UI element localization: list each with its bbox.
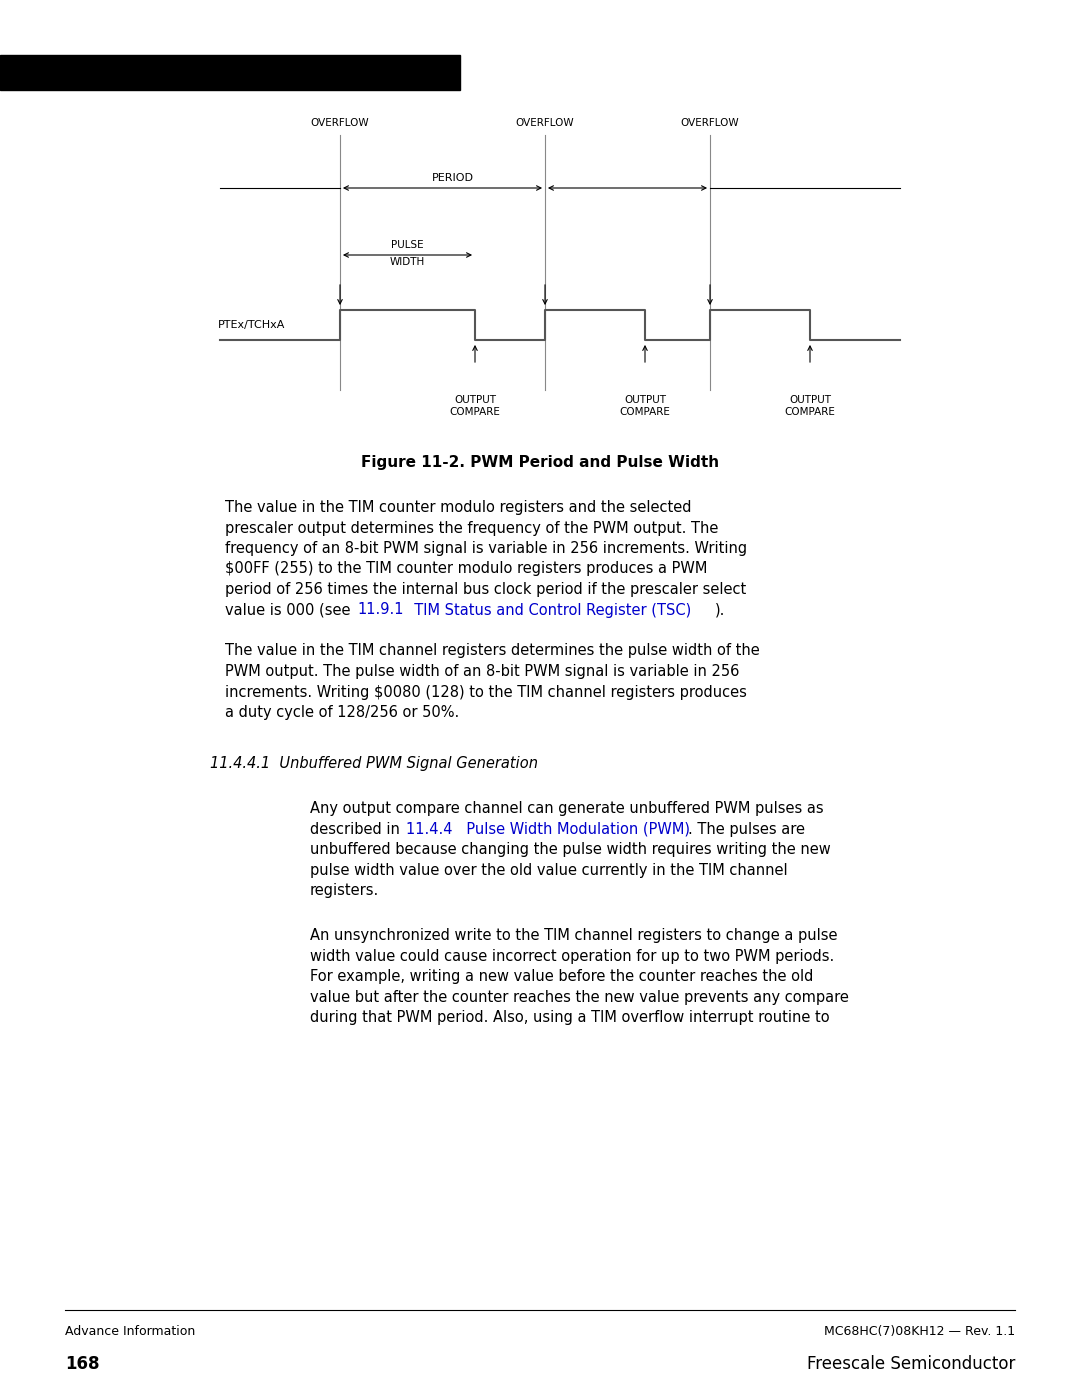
Text: Figure 11-2. PWM Period and Pulse Width: Figure 11-2. PWM Period and Pulse Width [361,455,719,469]
Text: MC68HC(7)08KH12 — Rev. 1.1: MC68HC(7)08KH12 — Rev. 1.1 [824,1324,1015,1338]
Text: OVERFLOW: OVERFLOW [680,117,740,129]
Text: registers.: registers. [310,883,379,898]
Text: OUTPUT
COMPARE: OUTPUT COMPARE [784,395,836,418]
Text: OUTPUT
COMPARE: OUTPUT COMPARE [620,395,671,418]
Text: The value in the TIM channel registers determines the pulse width of the: The value in the TIM channel registers d… [225,644,759,658]
Text: OUTPUT
COMPARE: OUTPUT COMPARE [449,395,500,418]
Text: 11.4.4.1  Unbuffered PWM Signal Generation: 11.4.4.1 Unbuffered PWM Signal Generatio… [210,756,538,771]
Text: pulse width value over the old value currently in the TIM channel: pulse width value over the old value cur… [310,863,787,877]
Text: OVERFLOW: OVERFLOW [311,117,369,129]
Text: a duty cycle of 128/256 or 50%.: a duty cycle of 128/256 or 50%. [225,705,459,719]
Text: Any output compare channel can generate unbuffered PWM pulses as: Any output compare channel can generate … [310,802,824,816]
Text: frequency of an 8-bit PWM signal is variable in 256 increments. Writing: frequency of an 8-bit PWM signal is vari… [225,541,747,556]
Text: For example, writing a new value before the counter reaches the old: For example, writing a new value before … [310,970,813,985]
Text: width value could cause incorrect operation for up to two PWM periods.: width value could cause incorrect operat… [310,949,834,964]
Text: 11.4.4   Pulse Width Modulation (PWM): 11.4.4 Pulse Width Modulation (PWM) [406,821,690,837]
Text: PULSE: PULSE [391,240,423,250]
Text: period of 256 times the internal bus clock period if the prescaler select: period of 256 times the internal bus clo… [225,583,746,597]
Text: PWM output. The pulse width of an 8-bit PWM signal is variable in 256: PWM output. The pulse width of an 8-bit … [225,664,740,679]
Text: Advance Information: Advance Information [65,1324,195,1338]
Text: unbuffered because changing the pulse width requires writing the new: unbuffered because changing the pulse wi… [310,842,831,858]
Text: . The pulses are: . The pulses are [688,821,805,837]
Bar [0,54,460,89]
Text: value is 000 (see: value is 000 (see [225,602,355,617]
Text: described in: described in [310,821,405,837]
Text: The value in the TIM counter modulo registers and the selected: The value in the TIM counter modulo regi… [225,500,691,515]
Text: $00FF (255) to the TIM counter modulo registers produces a PWM: $00FF (255) to the TIM counter modulo re… [225,562,707,577]
Text: 11.9.1: 11.9.1 [357,602,404,617]
Text: during that PWM period. Also, using a TIM overflow interrupt routine to: during that PWM period. Also, using a TI… [310,1010,829,1025]
Text: PTEx/TCHxA: PTEx/TCHxA [218,320,285,330]
Text: OVERFLOW: OVERFLOW [515,117,575,129]
Text: ).: ). [715,602,726,617]
Text: PERIOD: PERIOD [432,173,473,183]
Text: Freescale Semiconductor: Freescale Semiconductor [807,1355,1015,1373]
Text: increments. Writing $0080 (128) to the TIM channel registers produces: increments. Writing $0080 (128) to the T… [225,685,747,700]
Text: An unsynchronized write to the TIM channel registers to change a pulse: An unsynchronized write to the TIM chann… [310,929,837,943]
Text: prescaler output determines the frequency of the PWM output. The: prescaler output determines the frequenc… [225,521,718,535]
Text: 168: 168 [65,1355,99,1373]
Text: value but after the counter reaches the new value prevents any compare: value but after the counter reaches the … [310,990,849,1004]
Text: TIM Status and Control Register (TSC): TIM Status and Control Register (TSC) [405,602,691,617]
Text: WIDTH: WIDTH [390,257,426,267]
